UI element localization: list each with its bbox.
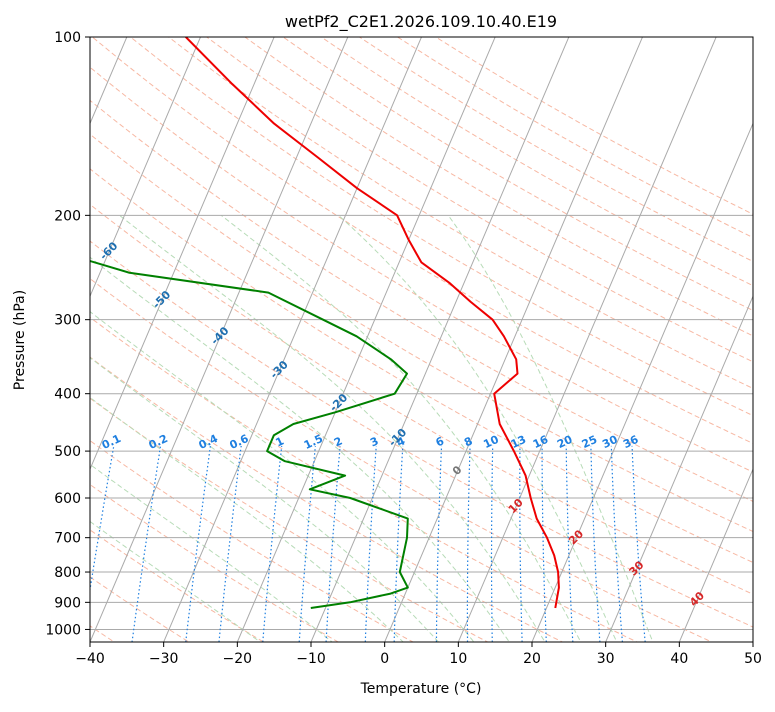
y-tick-label: 400 xyxy=(54,387,81,403)
x-axis-label: Temperature (°C) xyxy=(360,681,482,697)
y-tick-label: 500 xyxy=(54,444,81,460)
y-axis-label: Pressure (hPa) xyxy=(12,290,28,390)
y-tick-label: 200 xyxy=(54,208,81,224)
y-tick-label: 900 xyxy=(54,595,81,611)
chart-title: wetPf2_C2E1.2026.109.10.40.E19 xyxy=(285,12,557,32)
y-tick-label: 700 xyxy=(54,531,81,547)
x-tick-label: −40 xyxy=(75,651,105,667)
x-tick-label: −30 xyxy=(149,651,179,667)
x-tick-label: −10 xyxy=(296,651,326,667)
y-tick-label: 300 xyxy=(54,313,81,329)
y-tick-label: 1000 xyxy=(45,622,81,638)
y-tick-label: 800 xyxy=(54,565,81,581)
x-tick-label: 40 xyxy=(670,651,688,667)
x-tick-label: 50 xyxy=(744,651,762,667)
x-tick-label: 0 xyxy=(380,651,389,667)
x-tick-label: 20 xyxy=(523,651,541,667)
x-tick-label: 30 xyxy=(597,651,615,667)
y-tick-label: 100 xyxy=(54,30,81,46)
x-tick-label: −20 xyxy=(223,651,253,667)
x-tick-label: 10 xyxy=(449,651,467,667)
y-tick-label: 600 xyxy=(54,491,81,507)
